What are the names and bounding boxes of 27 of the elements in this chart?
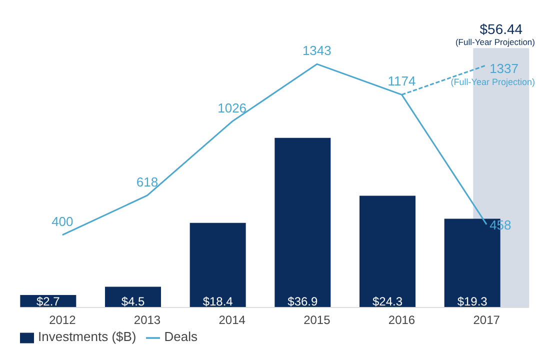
x-tick-label: 2013 xyxy=(134,312,161,327)
data-label: 400 xyxy=(52,214,74,229)
x-tick-label: 2014 xyxy=(218,312,246,327)
data-label: $2.7 xyxy=(36,294,60,308)
data-label: $18.4 xyxy=(202,294,234,308)
annotation: (Full-Year Projection) xyxy=(450,77,535,88)
x-tick-label: 2017 xyxy=(473,312,500,327)
data-label: $24.3 xyxy=(372,294,403,308)
bar xyxy=(360,196,416,308)
bar xyxy=(274,138,331,308)
x-tick-label: 2015 xyxy=(304,312,331,327)
legend-label: Investments ($B) xyxy=(38,329,136,344)
data-label: 1174 xyxy=(388,74,416,89)
x-tick-label: 2012 xyxy=(49,312,76,327)
data-label: 618 xyxy=(136,174,158,190)
data-label: 458 xyxy=(490,217,512,232)
data-label: $19.3 xyxy=(457,294,488,308)
data-label: 1343 xyxy=(302,43,332,58)
data-label: 1026 xyxy=(218,100,247,116)
data-label: $56.44 xyxy=(480,21,523,38)
bar xyxy=(190,222,246,308)
data-label: $36.9 xyxy=(288,294,318,308)
legend-label: Deals xyxy=(164,329,198,344)
data-label: $4.5 xyxy=(121,294,145,308)
x-tick-label: 2016 xyxy=(388,312,416,327)
text: (Full-Year Projection) xyxy=(455,37,536,48)
data-label: 1337 xyxy=(490,61,519,76)
